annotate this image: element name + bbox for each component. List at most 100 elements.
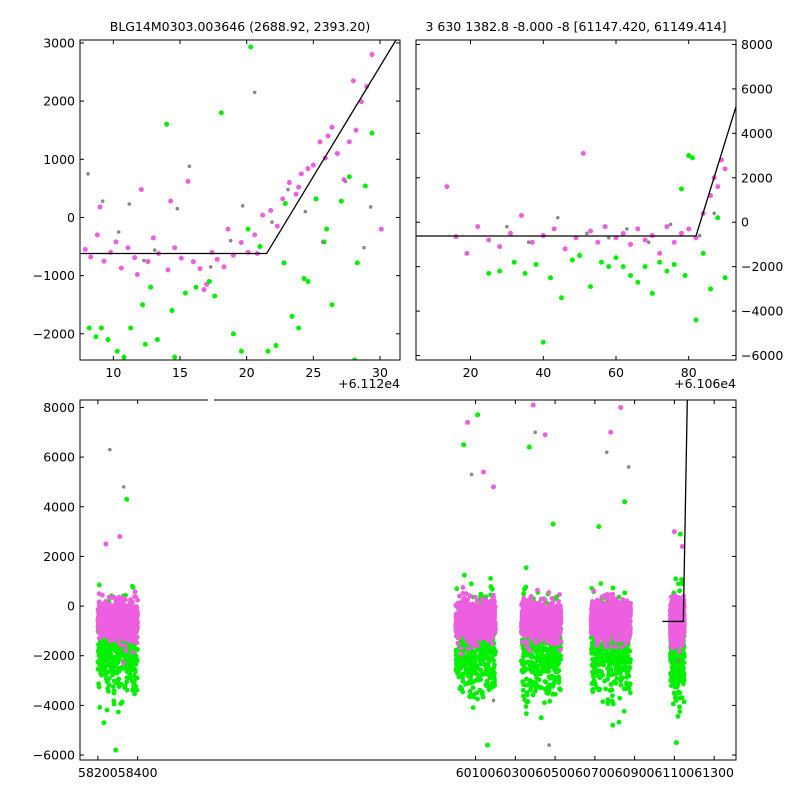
data-point-green (460, 638, 466, 644)
data-point-magenta (455, 640, 461, 646)
data-point-green (111, 647, 117, 652)
data-point-magenta (280, 196, 286, 202)
data-point-green (491, 673, 497, 678)
data-point-magenta (527, 648, 533, 654)
data-point-magenta (457, 593, 462, 599)
data-point-magenta (550, 599, 556, 605)
data-point-green (598, 259, 604, 265)
data-point-magenta (486, 237, 492, 243)
data-point-green (594, 669, 599, 675)
data-point-magenta (454, 611, 459, 617)
data-point-magenta (472, 594, 478, 600)
data-point-magenta (97, 204, 103, 210)
data-point-green (230, 331, 236, 337)
data-point-green (110, 684, 116, 689)
data-point-green (708, 286, 714, 292)
data-point-magenta (520, 598, 526, 604)
data-point-green (607, 662, 612, 667)
data-point-magenta (125, 245, 131, 251)
data-point-green (550, 650, 556, 656)
data-point-green (546, 669, 551, 674)
data-point-green (547, 698, 553, 704)
data-point-magenta (123, 606, 129, 612)
data-point-green (486, 657, 492, 663)
data-point-magenta (602, 224, 608, 230)
data-point-magenta (190, 259, 196, 265)
data-point-magenta (120, 612, 126, 617)
data-point-magenta (461, 629, 467, 635)
data-point-gray (240, 204, 245, 208)
data-point-magenta (551, 622, 557, 628)
data-point-magenta (529, 239, 535, 245)
data-point-green (664, 268, 670, 274)
data-point-magenta (82, 246, 88, 252)
data-point-green (550, 691, 556, 697)
panel-title: 3 630 1382.8 -8.000 -8 [61147.420, 61149… (425, 19, 726, 34)
data-point-magenta (122, 643, 128, 649)
data-point-magenta (172, 245, 178, 251)
data-point-magenta (466, 631, 471, 637)
data-point-green (533, 673, 539, 678)
data-point-magenta (556, 621, 562, 627)
data-point-magenta (101, 632, 107, 638)
data-point-magenta (467, 593, 473, 599)
data-point-green (124, 679, 130, 685)
data-point-magenta (165, 267, 171, 273)
data-point-magenta (238, 239, 244, 245)
data-point-magenta (107, 608, 113, 614)
data-point-magenta (464, 250, 470, 256)
data-point-magenta (134, 618, 140, 624)
data-point-magenta (113, 239, 119, 245)
data-point-green (122, 685, 128, 691)
data-point-magenta (88, 254, 94, 260)
data-point-magenta (474, 598, 480, 604)
data-point-magenta (221, 264, 227, 270)
data-point-magenta (635, 226, 641, 232)
data-point-green (212, 293, 218, 299)
x-tick-label: 40 (535, 365, 551, 380)
data-point-green (115, 679, 120, 685)
data-point-gray (152, 248, 157, 252)
data-point-magenta (546, 590, 552, 595)
data-point-green (577, 253, 583, 259)
data-point-magenta (466, 611, 472, 616)
data-point-green (105, 686, 111, 692)
data-point-magenta (115, 611, 121, 616)
data-point-green (478, 661, 484, 667)
data-point-green (491, 657, 496, 663)
data-point-magenta (487, 606, 493, 611)
data-point-magenta (94, 232, 100, 238)
data-point-green (599, 656, 605, 662)
data-point-green (477, 667, 483, 673)
data-point-green (140, 302, 146, 308)
data-point-green (467, 652, 473, 658)
data-point-green (128, 325, 134, 331)
data-point-green (591, 679, 597, 685)
data-point-green (619, 656, 625, 662)
data-point-green (282, 200, 288, 206)
data-point-green (456, 674, 462, 680)
data-point-green (98, 667, 104, 673)
data-point-green (461, 642, 467, 648)
data-point-magenta (128, 597, 133, 602)
data-point-green (469, 662, 475, 668)
data-point-green (533, 649, 539, 655)
data-point-magenta (118, 642, 124, 648)
data-point-magenta (491, 628, 496, 633)
data-point-magenta (545, 639, 550, 645)
data-point-magenta (479, 626, 485, 632)
y-tick-label: 4000 (741, 126, 773, 141)
data-point-green (257, 244, 263, 250)
data-point-magenta (111, 623, 117, 629)
data-point-magenta (457, 608, 463, 614)
data-point-magenta (286, 180, 292, 186)
data-point-green (558, 295, 564, 301)
data-point-magenta (486, 625, 492, 631)
data-point-magenta (547, 619, 553, 624)
data-point-magenta (132, 255, 138, 261)
data-point-green (608, 672, 614, 678)
data-point-gray (127, 202, 132, 206)
plot-area (80, 40, 397, 360)
data-point-green (301, 276, 307, 282)
